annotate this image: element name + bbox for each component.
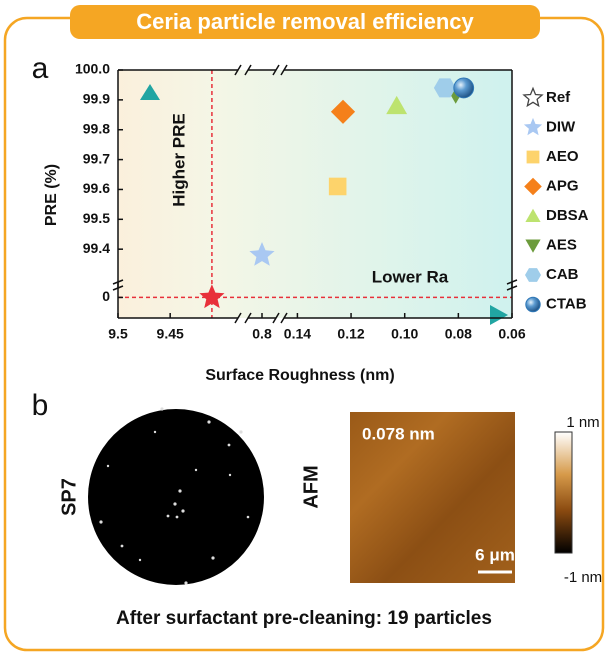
wafer-label: SP7 [58, 478, 80, 516]
legend-label: CTAB [546, 295, 587, 312]
legend-marker [526, 297, 540, 311]
legend-marker [527, 151, 540, 164]
marker [329, 178, 347, 196]
x-tick-label: 0.10 [391, 326, 418, 342]
legend-label: AES [546, 236, 577, 253]
colorbar [555, 432, 572, 553]
y-tick-label: 0 [102, 288, 110, 304]
legend-label: Ref [546, 89, 571, 106]
scale-bar-label: 6 μm [475, 545, 515, 564]
header: Ceria particle removal efficiency [136, 9, 474, 34]
roughness-label: 0.078 nm [362, 424, 435, 443]
legend-label: DBSA [546, 207, 589, 224]
x-axis-label: Surface Roughness (nm) [205, 367, 394, 384]
y-tick-label: 100.0 [75, 61, 110, 77]
wafer [88, 409, 264, 585]
legend-marker [525, 209, 540, 222]
panel-label: a [32, 52, 49, 85]
y-axis-label: PRE (%) [43, 164, 60, 226]
x-tick-label: 0.08 [445, 326, 472, 342]
figure: Ceria particle removal efficiency a PRE … [0, 0, 608, 655]
y-tick-label: 99.4 [83, 240, 110, 256]
x-tick-label: 9.5 [108, 326, 128, 342]
y-tick-label: 99.9 [83, 91, 110, 107]
legend-label: DIW [546, 118, 576, 135]
x-tick-label: 0.12 [337, 326, 364, 342]
y-tick-label: 99.8 [83, 120, 110, 136]
legend-label: APG [546, 177, 579, 194]
legend-marker [524, 88, 542, 105]
legend-marker [524, 118, 542, 135]
panel-label: b [32, 389, 49, 422]
y-tick-label: 99.6 [83, 180, 110, 196]
caption: After surfactant pre-cleaning: 19 partic… [116, 608, 492, 629]
afm-label: AFM [300, 465, 322, 508]
legend-label: CAB [546, 266, 579, 283]
legend-label: AEO [546, 148, 579, 165]
x-tick-label: 0.06 [498, 326, 525, 342]
legend-marker [524, 178, 542, 196]
annotation: Higher PRE [169, 113, 188, 207]
x-tick-label: 9.45 [157, 326, 184, 342]
y-tick-label: 99.7 [83, 150, 110, 166]
legend-marker [525, 268, 541, 282]
legend-marker [525, 240, 540, 253]
annotation: Lower Ra [372, 267, 449, 286]
marker [454, 78, 474, 98]
colorbar-min: -1 nm [564, 569, 602, 586]
x-tick-label: 0.8 [252, 326, 272, 342]
page: Ceria particle removal efficiency a PRE … [0, 0, 608, 655]
colorbar-max: 1 nm [566, 414, 599, 431]
x-tick-label: 0.14 [284, 326, 311, 342]
y-tick-label: 99.5 [83, 210, 110, 226]
